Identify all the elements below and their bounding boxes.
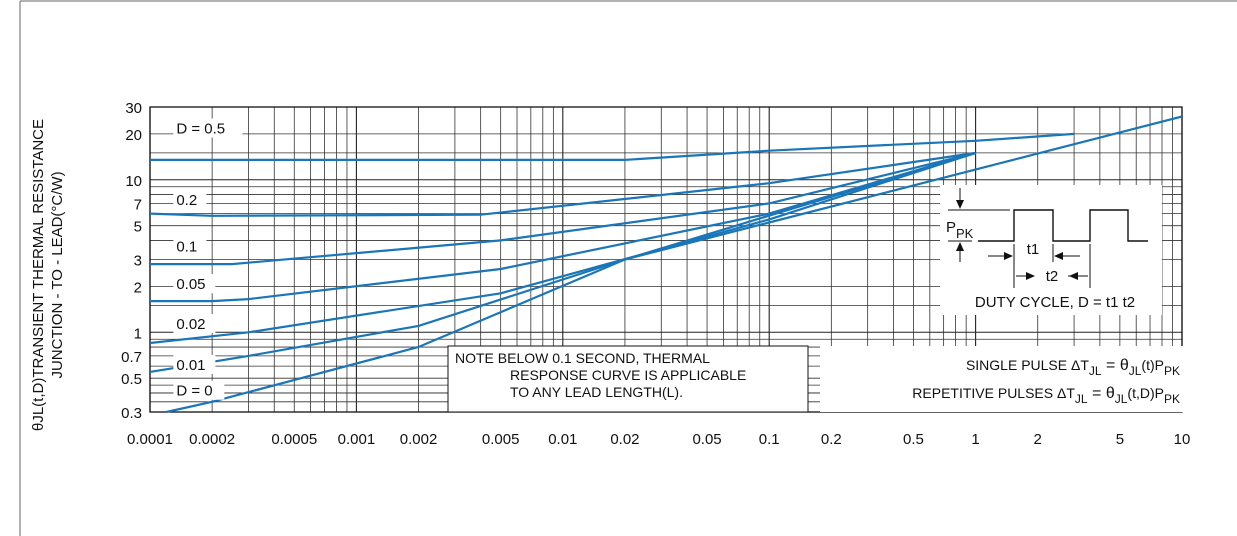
series-line: [149, 151, 976, 373]
series-labels: D = 0.5 0.2 0.1 0.05 0.02 0.01 D = 0: [173, 118, 243, 400]
series-label: D = 0: [176, 383, 212, 400]
series-line: [150, 151, 976, 266]
y-tick-label: 7: [134, 196, 142, 213]
ppk-arrow-head-bottom: [956, 242, 964, 251]
x-tick-label: 0.1: [759, 431, 780, 448]
series-label: D = 0.5: [176, 121, 225, 138]
x-tick-label: 0.05: [692, 431, 721, 448]
y-tick-label: 3: [134, 253, 142, 270]
x-tick-label: 0.0005: [271, 431, 317, 448]
note-box: NOTE BELOW 0.1 SECOND, THERMAL RESPONSE …: [447, 345, 809, 413]
repetitive-pulse-mid: (t,D)P: [1127, 385, 1164, 401]
x-tick-label: 0.01: [548, 431, 577, 448]
series-label: 0.02: [176, 316, 205, 333]
series-label-bg: [173, 380, 225, 400]
formula-box-background: [820, 346, 1184, 412]
ppk-label: PPK: [946, 219, 974, 241]
x-tick-label: 2: [1034, 431, 1042, 448]
single-pulse-eq: = θ: [1102, 357, 1129, 374]
duty-cycle-label: DUTY CYCLE, D = t1 t2: [975, 294, 1135, 311]
t1-arrow-right-head: [1054, 252, 1063, 260]
x-tick-label: 0.0001: [127, 431, 173, 448]
x-tick-label: 0.0002: [189, 431, 235, 448]
series-line: [166, 115, 1183, 414]
x-tick-label: 1: [971, 431, 979, 448]
note-line2: RESPONSE CURVE IS APPLICABLE: [510, 367, 746, 383]
x-tick-label: 0.002: [400, 431, 438, 448]
series-label: 0.2: [176, 192, 197, 209]
y-tick-label: 2: [134, 279, 142, 296]
series-label-bg: [173, 314, 216, 334]
repetitive-pulse-sub1: JL: [1075, 392, 1088, 406]
series-line: [150, 151, 976, 303]
x-tick-label: 0.5: [903, 431, 924, 448]
single-pulse-sub2: JL: [1129, 364, 1142, 378]
t2-label: t2: [1046, 268, 1059, 285]
single-pulse-sub1: JL: [1089, 364, 1102, 378]
t1-label: t1: [1027, 241, 1040, 258]
note-line1: NOTE BELOW 0.1 SECOND, THERMAL: [455, 350, 710, 366]
x-tick-label: 0.02: [610, 431, 639, 448]
repetitive-pulse-sub2: JL: [1115, 392, 1128, 406]
pulse-inset: PPK t1 t2 DUTY CYCLE, D = t1 t2: [940, 185, 1162, 315]
single-pulse-sub3: PK: [1164, 364, 1180, 378]
series-label-bg: [173, 354, 216, 374]
x-tick-label: 0.005: [482, 431, 520, 448]
y-tick-label: 1: [134, 325, 142, 342]
x-tick-label: 0.001: [338, 431, 376, 448]
y-tick-label: 0.3: [121, 405, 142, 422]
note-box-border: [447, 345, 809, 413]
y-axis-label-line2: JUNCTION - TO - LEAD(°C/W): [49, 171, 66, 378]
ppk-arrow-head-top: [956, 200, 964, 209]
repetitive-pulse-formula: REPETITIVE PULSES ΔTJL = θJL(t,D)PPK: [912, 385, 1180, 406]
x-tick-label: 10: [1174, 431, 1191, 448]
y-tick-label: 0.5: [121, 371, 142, 388]
series-label: 0.1: [176, 239, 197, 256]
y-axis-label: θJL(t,D)TRANSIENT THERMAL RESISTANCE JUN…: [30, 119, 66, 431]
series-label-bg: [173, 118, 243, 138]
single-pulse-mid: (t)P: [1141, 357, 1164, 373]
note-line3: TO ANY LEAD LENGTH(L).: [510, 384, 683, 400]
ppk-label-sub: PK: [956, 226, 974, 241]
y-axis-label-line1: θJL(t,D)TRANSIENT THERMAL RESISTANCE: [30, 119, 47, 431]
repetitive-pulse-prefix: REPETITIVE PULSES ΔT: [912, 385, 1075, 401]
t2-arrow-left-head: [1026, 272, 1035, 280]
single-pulse-prefix: SINGLE PULSE ΔT: [966, 357, 1089, 373]
t1-arrow-left-head: [1004, 252, 1013, 260]
y-tick-label: 30: [125, 100, 142, 117]
formula-box: SINGLE PULSE ΔTJL = θJL(t)PPK REPETITIVE…: [820, 346, 1184, 412]
repetitive-pulse-sub3: PK: [1164, 392, 1180, 406]
series-label: 0.05: [176, 276, 205, 293]
x-tick-label: 5: [1116, 431, 1124, 448]
tick-labels: 0.0001 0.0002 0.0005 0.001 0.002 0.005 0.01 0.0…: [121, 100, 1190, 448]
series-line: [150, 132, 1075, 161]
y-tick-label: 10: [125, 173, 142, 190]
curves: [149, 115, 1183, 414]
series-label-bg: [173, 236, 207, 256]
pulse-waveform: [978, 209, 1148, 242]
y-tick-label: 5: [134, 219, 142, 236]
series-line: [149, 151, 976, 217]
single-pulse-formula: SINGLE PULSE ΔTJL = θJL(t)PPK: [966, 357, 1180, 378]
series-label-bg: [173, 274, 216, 294]
inset-background: [940, 185, 1162, 315]
series-label-bg: [173, 189, 207, 209]
x-tick-label: 0.2: [821, 431, 842, 448]
repetitive-pulse-eq: = θ: [1088, 385, 1115, 402]
y-tick-label: 0.7: [121, 349, 142, 366]
series-label: 0.01: [176, 357, 205, 374]
y-tick-label: 20: [125, 127, 142, 144]
t2-arrow-right-head: [1069, 272, 1078, 280]
ppk-label-main: P: [946, 219, 956, 236]
series-line: [149, 151, 976, 345]
